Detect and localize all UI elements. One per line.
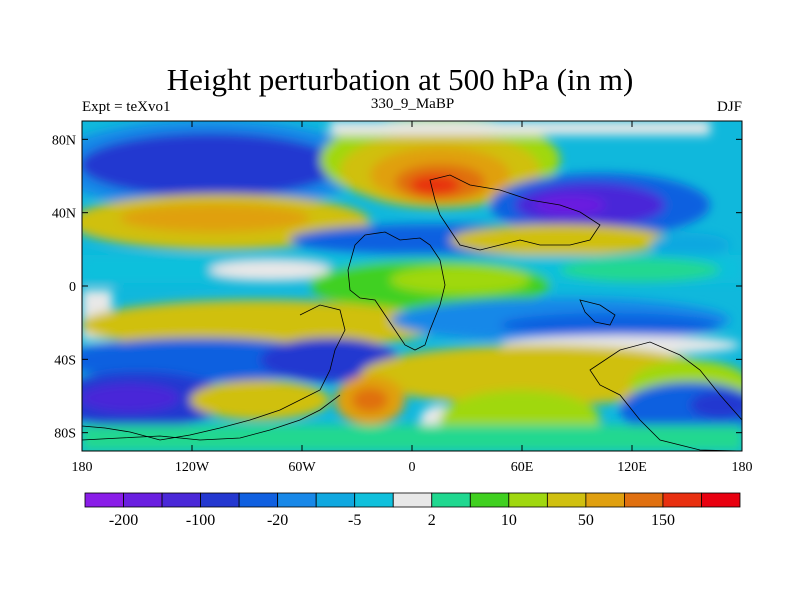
longitude-axis: 180 120W 60W 0 60E 120E 180 bbox=[72, 121, 753, 475]
colorbar-swatch bbox=[431, 492, 471, 508]
colorbar-label: 10 bbox=[501, 512, 517, 529]
season-label: DJF bbox=[716, 99, 742, 115]
colorbar-label: -5 bbox=[348, 512, 361, 529]
lat-label: 40S bbox=[54, 353, 76, 368]
colorbar-swatch bbox=[315, 492, 356, 508]
colorbar-label: 50 bbox=[578, 512, 594, 529]
colorbar-swatch bbox=[123, 492, 163, 508]
experiment-label: Expt = teXvo1 bbox=[82, 99, 171, 115]
map-title: Height perturbation at 500 hPa (in m) bbox=[166, 62, 634, 97]
colorbar-swatch bbox=[546, 492, 587, 508]
lon-label: 180 bbox=[72, 460, 93, 475]
colorbar: -200 -100 -20 -5 2 10 50 150 bbox=[84, 492, 741, 529]
colorbar-swatch bbox=[701, 492, 741, 508]
case-label: 330_9_MaBP bbox=[370, 96, 455, 112]
lon-label: 120W bbox=[175, 460, 210, 475]
lon-label: 60E bbox=[511, 460, 534, 475]
colorbar-swatch bbox=[277, 492, 317, 508]
contour-field bbox=[82, 121, 742, 451]
lat-label: 80N bbox=[52, 133, 76, 148]
lat-label: 40N bbox=[52, 207, 76, 222]
colorbar-swatch bbox=[200, 492, 240, 508]
colorbar-label: -200 bbox=[109, 512, 138, 529]
colorbar-swatch bbox=[662, 492, 702, 508]
colorbar-swatch bbox=[161, 492, 201, 508]
colorbar-swatch bbox=[508, 492, 548, 508]
latitude-axis: 80N 40N 0 40S 80S bbox=[52, 133, 742, 442]
colorbar-swatch bbox=[84, 492, 124, 508]
colorbar-swatch bbox=[354, 492, 394, 508]
colorbar-swatch bbox=[624, 492, 664, 508]
lat-label: 0 bbox=[69, 280, 76, 295]
colorbar-swatch bbox=[392, 492, 433, 508]
lat-label: 80S bbox=[54, 427, 76, 442]
colorbar-label: 150 bbox=[651, 512, 675, 529]
colorbar-label: 2 bbox=[428, 512, 436, 529]
lon-label: 0 bbox=[409, 460, 416, 475]
lon-label: 180 bbox=[732, 460, 753, 475]
colorbar-swatch bbox=[585, 492, 625, 508]
colorbar-swatch bbox=[238, 492, 279, 508]
colorbar-swatch bbox=[469, 492, 510, 508]
lon-label: 60W bbox=[288, 460, 316, 475]
lon-label: 120E bbox=[617, 460, 647, 475]
colorbar-label: -20 bbox=[267, 512, 288, 529]
colorbar-label: -100 bbox=[186, 512, 215, 529]
